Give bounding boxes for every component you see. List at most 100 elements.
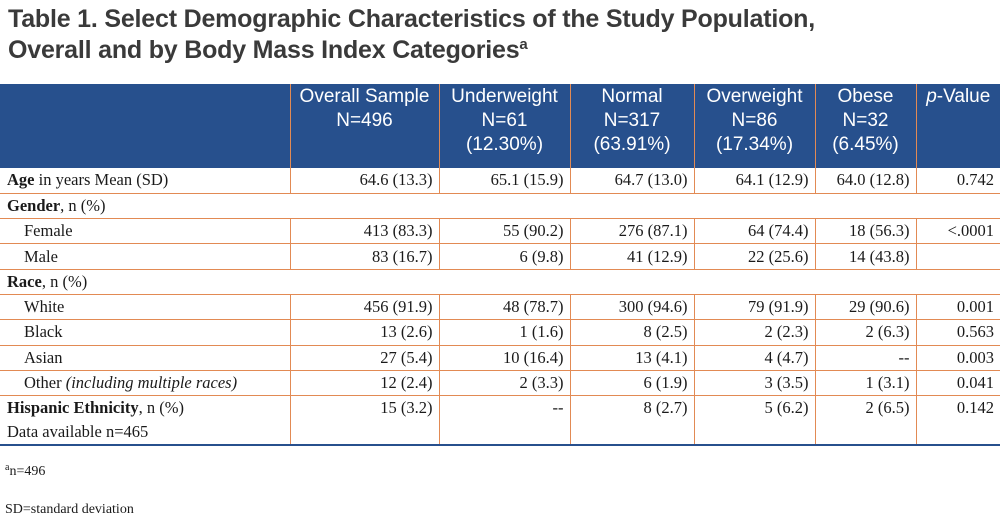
cell-male-overall: 83 (16.7) [289, 243, 439, 270]
row-race-label: Race, n (%) [0, 269, 1000, 295]
row-male: Male 83 (16.7) 6 (9.8) 41 (12.9) 22 (25.… [0, 243, 1000, 270]
row-hispanic: Hispanic Ethnicity, n (%) Data available … [0, 395, 1000, 447]
row-black-label: Black [0, 319, 290, 346]
cell-white-normal: 300 (94.6) [569, 294, 694, 321]
cell-asian-overweight: 4 (4.7) [693, 345, 815, 371]
header-pvalue-p: p [926, 86, 937, 107]
cell-black-obese: 2 (6.3) [814, 319, 916, 346]
row-other-label: Other (including multiple races) [0, 370, 290, 397]
header-obese-n: N=32 [842, 110, 889, 131]
header-pvalue: p-Value [915, 84, 1000, 168]
row-other-label-text: Other [24, 373, 66, 393]
cell-male-obese: 14 (43.8) [814, 243, 916, 270]
cell-other-overall: 12 (2.4) [289, 370, 439, 397]
row-hispanic-label: Hispanic Ethnicity, n (%) Data available … [0, 395, 290, 447]
footnote-a-marker: a [5, 462, 10, 473]
header-underweight: Underweight N=61 (12.30%) [438, 84, 570, 168]
header-underweight-label: Underweight [451, 86, 558, 107]
cell-age-overweight: 64.1 (12.9) [693, 168, 815, 194]
row-race-label-bold: Race [7, 271, 42, 291]
cell-other-pvalue: 0.041 [915, 370, 1000, 397]
header-normal: Normal N=317 (63.91%) [569, 84, 694, 168]
cell-black-overweight: 2 (2.3) [693, 319, 815, 346]
header-overweight-n: N=86 [731, 110, 778, 131]
cell-black-pvalue: 0.563 [915, 319, 1000, 346]
title-line-1: Table 1. Select Demographic Characterist… [8, 5, 815, 33]
title-superscript: a [519, 36, 528, 53]
header-blank [0, 84, 290, 168]
row-white-label: White [0, 294, 290, 321]
row-race-label-rest: , n (%) [41, 271, 88, 291]
cell-white-underweight: 48 (78.7) [438, 294, 570, 321]
row-gender-label: Gender, n (%) [0, 193, 1000, 220]
row-gender-label-rest: , n (%) [60, 195, 106, 215]
row-hispanic-data-available: Data available n=465 [7, 422, 149, 442]
header-normal-label: Normal [601, 86, 663, 107]
cell-asian-normal: 13 (4.1) [569, 345, 694, 371]
header-normal-pct: (63.91%) [593, 134, 671, 155]
header-row: Overall Sample N=496 Underweight N=61 (12.3… [0, 84, 1000, 168]
header-obese-label: Obese [837, 86, 894, 107]
cell-age-overall: 64.6 (13.3) [289, 168, 439, 194]
row-asian: Asian 27 (5.4) 10 (16.4) 13 (4.1) 4 (4.7… [0, 345, 1000, 371]
demographics-table: Overall Sample N=496 Underweight N=61 (12.3… [0, 84, 1000, 447]
cell-age-normal: 64.7 (13.0) [569, 168, 694, 194]
header-underweight-n: N=61 [481, 110, 528, 131]
row-hispanic-label-main: Hispanic Ethnicity, n (%) [7, 396, 284, 420]
cell-male-normal: 41 (12.9) [569, 243, 694, 270]
footnote-a: an=496 [5, 462, 46, 480]
cell-female-pvalue: <.0001 [915, 218, 1000, 245]
cell-female-obese: 18 (56.3) [814, 218, 916, 245]
row-other-label-italic: (including multiple races) [65, 373, 238, 393]
cell-asian-pvalue: 0.003 [915, 345, 1000, 371]
cell-hispanic-overall: 15 (3.2) [289, 395, 439, 447]
cell-white-overall: 456 (91.9) [289, 294, 439, 321]
cell-female-normal: 276 (87.1) [569, 218, 694, 245]
cell-male-underweight: 6 (9.8) [438, 243, 570, 270]
demographics-table-wrapper: Overall Sample N=496 Underweight N=61 (12.3… [0, 84, 1000, 447]
row-hispanic-label-bold: Hispanic Ethnicity [7, 398, 139, 418]
table-title: Table 1. Select Demographic Characterist… [8, 4, 993, 66]
header-obese: Obese N=32 (6.45%) [814, 84, 916, 168]
cell-age-underweight: 65.1 (15.9) [438, 168, 570, 194]
cell-black-normal: 8 (2.5) [569, 319, 694, 346]
cell-male-overweight: 22 (25.6) [693, 243, 815, 270]
row-hispanic-label-rest: , n (%) [138, 398, 184, 418]
cell-female-overweight: 64 (74.4) [693, 218, 815, 245]
cell-hispanic-normal: 8 (2.7) [569, 395, 694, 447]
title-line-2-text: Overall and by Body Mass Index Categorie… [8, 36, 520, 64]
cell-asian-overall: 27 (5.4) [289, 345, 439, 371]
cell-hispanic-pvalue: 0.142 [915, 395, 1000, 447]
cell-white-pvalue: 0.001 [915, 294, 1000, 321]
header-overweight-label: Overweight [706, 86, 803, 107]
header-pvalue-rest: -Value [936, 86, 991, 107]
cell-white-obese: 29 (90.6) [814, 294, 916, 321]
cell-age-obese: 64.0 (12.8) [814, 168, 916, 194]
row-gender-section: Gender, n (%) [0, 193, 1000, 220]
row-age-label-bold: Age [7, 170, 35, 190]
header-obese-pct: (6.45%) [832, 134, 899, 155]
cell-female-underweight: 55 (90.2) [438, 218, 570, 245]
cell-white-overweight: 79 (91.9) [693, 294, 815, 321]
cell-black-overall: 13 (2.6) [289, 319, 439, 346]
row-age: Age in years Mean (SD) 64.6 (13.3) 65.1 … [0, 168, 1000, 194]
row-male-label: Male [0, 243, 290, 270]
footnote-a-text: n=496 [9, 464, 46, 479]
row-age-label-rest: in years Mean (SD) [34, 170, 169, 190]
row-female: Female 413 (83.3) 55 (90.2) 276 (87.1) 6… [0, 218, 1000, 245]
header-underweight-pct: (12.30%) [465, 134, 544, 155]
header-overweight: Overweight N=86 (17.34%) [693, 84, 815, 168]
header-overall-n: N=496 [336, 110, 393, 131]
footnote-sd: SD=standard deviation [5, 502, 134, 517]
row-white: White 456 (91.9) 48 (78.7) 300 (94.6) 79… [0, 294, 1000, 321]
row-other: Other (including multiple races) 12 (2.4… [0, 370, 1000, 397]
cell-other-obese: 1 (3.1) [814, 370, 916, 397]
header-overweight-pct: (17.34%) [715, 134, 794, 155]
header-normal-n: N=317 [603, 110, 661, 131]
row-female-label: Female [0, 218, 290, 245]
header-overall-label: Overall Sample [299, 86, 430, 107]
cell-other-underweight: 2 (3.3) [438, 370, 570, 397]
cell-hispanic-underweight: -- [438, 395, 570, 447]
cell-male-pvalue [915, 243, 1000, 270]
cell-hispanic-obese: 2 (6.5) [814, 395, 916, 447]
